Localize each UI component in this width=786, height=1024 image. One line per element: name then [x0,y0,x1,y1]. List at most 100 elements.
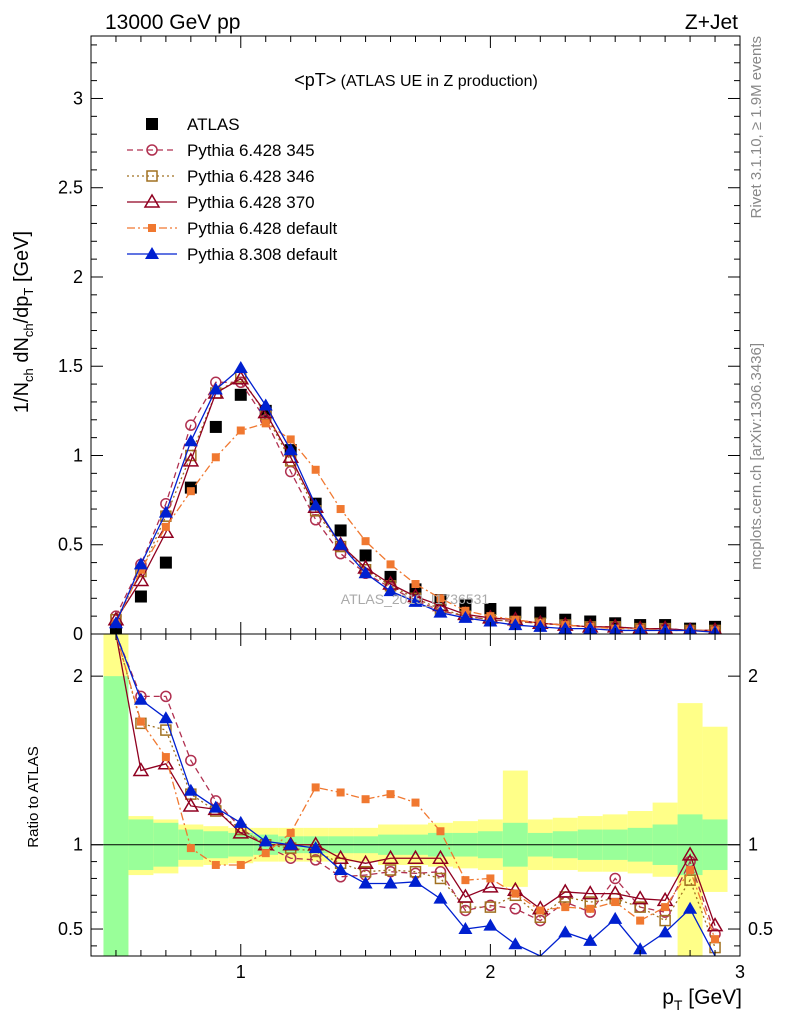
data-point-pythia-6-428-default [211,453,220,462]
legend-marker-pythia-6-428-default [148,224,156,232]
data-point-pythia-6-428-default [136,565,145,574]
data-point-pythia-8-308-default [558,925,573,938]
data-point-pythia-8-308-default [133,557,148,570]
data-point-pythia-8-308-default [383,876,398,889]
ylabel-part-3: /dp [11,296,33,324]
data-point-pythia-8-308-default [658,925,673,938]
data-point-pythia-6-428-default [411,580,420,589]
data-point-pythia-8-308-default [583,933,598,946]
data-point-pythia-6-428-345 [434,865,447,878]
data-point-pythia-6-428-default [636,916,645,925]
data-point-pythia-6-428-default [136,717,145,726]
data-point-pythia-6-428-default [461,606,470,615]
data-point-pythia-8-308-default [608,911,623,924]
legend-label-pythia-8-308-default: Pythia 8.308 default [187,245,338,264]
data-point-pythia-8-308-default [333,863,348,876]
data-point-pythia-8-308-default [308,498,323,511]
data-point-atlas [234,388,247,401]
data-point-pythia-8-308-default [308,841,323,854]
header-left: 13000 GeV pp [105,11,240,34]
data-point-pythia-6-428-default [686,866,695,875]
x-axis-label: pT [GeV] [662,986,742,1013]
data-point-pythia-6-428-default [286,828,295,837]
data-point-pythia-6-428-default [386,790,395,799]
data-point-pythia-6-428-default [336,788,345,797]
ylabel-unit: [GeV] [11,231,33,288]
ratio-panel: 1 2 3 0.5 0.5 1 1 2 2 [58,633,773,982]
data-point-atlas [334,524,347,537]
data-point-pythia-8-308-default [183,434,198,447]
data-point-pythia-6-428-default [311,465,320,474]
data-point-pythia-6-428-346 [684,874,696,886]
data-point-pythia-8-308-default [333,537,348,550]
data-point-pythia-6-428-default [161,522,170,531]
data-point-pythia-6-428-370 [232,824,250,839]
data-point-pythia-8-308-default [158,505,173,518]
data-point-pythia-6-428-346 [434,872,447,885]
data-point-pythia-8-308-default [558,621,573,634]
ylabel-sub-1: ch [21,368,36,382]
data-point-pythia-8-308-default [358,876,373,889]
data-point-pythia-6-428-default [161,753,170,762]
data-point-pythia-6-428-default [186,487,195,496]
data-point-pythia-8-308-default [433,891,448,904]
data-point-pythia-6-428-370 [232,370,250,385]
data-point-pythia-6-428-default [511,889,520,898]
ylabel-sub-2: ch [21,323,36,337]
legend-label-pythia-6-428-370: Pythia 6.428 370 [187,193,315,212]
data-point-pythia-8-308-default [208,800,223,813]
series-line-pythia-6-428-345 [115,634,716,935]
legend-label-pythia-6-428-346: Pythia 6.428 346 [187,167,315,186]
data-point-pythia-6-428-default [361,795,370,804]
data-point-pythia-8-308-default [533,619,548,632]
data-point-pythia-8-308-default [233,361,248,374]
data-point-pythia-8-308-default [208,382,223,395]
data-point-pythia-6-428-370 [482,878,499,893]
data-point-pythia-6-428-345 [185,754,197,767]
data-point-pythia-6-428-370 [407,849,424,864]
x-tick-label: 3 [735,962,745,982]
data-point-pythia-8-308-default [108,616,123,629]
ratio-plot-area [91,634,740,956]
data-point-pythia-6-428-default [561,903,570,912]
data-point-pythia-6-428-345 [309,514,322,526]
legend-marker-pythia-8-308-default [145,247,159,259]
legend-marker-atlas [146,118,158,130]
data-point-pythia-6-428-346 [484,901,497,913]
data-point-pythia-6-428-default [361,537,370,546]
plot-title-main: <pT> [294,70,336,90]
x-tick-label: 2 [485,962,495,982]
data-point-pythia-8-308-default [483,918,498,931]
data-point-pythia-6-428-370 [631,890,649,905]
y-tick-label: 0.5 [58,919,83,939]
data-point-pythia-8-308-default [283,443,298,456]
data-point-pythia-6-428-default [261,419,270,428]
y-tick-label: 2 [73,666,83,686]
data-point-pythia-8-308-default [283,837,298,850]
data-point-pythia-6-428-default [411,798,420,807]
data-point-pythia-6-428-default [311,783,320,792]
data-point-pythia-8-308-default [483,614,498,627]
data-point-pythia-6-428-default [436,594,445,603]
y-tick-label: 2.5 [58,178,83,198]
data-point-pythia-6-428-default [461,876,470,885]
data-point-pythia-6-428-370 [182,797,200,812]
data-point-pythia-6-428-default [236,426,245,435]
data-point-pythia-8-308-default [508,618,523,631]
y-tick-label: 2 [73,267,83,287]
data-point-pythia-8-308-default [258,398,273,411]
y-tick-label: 3 [73,88,83,108]
data-point-pythia-6-428-345 [160,690,172,703]
data-point-pythia-6-428-370 [581,885,599,900]
y-tick-label: 0 [73,624,83,644]
data-point-atlas [159,556,172,569]
legend-marker-pythia-6-428-346 [146,170,158,182]
series-line-pythia-8-308-default [115,634,716,956]
data-point-pythia-6-428-370 [681,846,699,861]
data-point-pythia-6-428-370 [706,917,724,932]
data-point-pythia-8-308-default [133,692,148,705]
data-point-pythia-8-308-default [383,584,398,597]
data-point-pythia-6-428-345 [609,872,621,885]
data-point-pythia-6-428-default [261,849,270,858]
